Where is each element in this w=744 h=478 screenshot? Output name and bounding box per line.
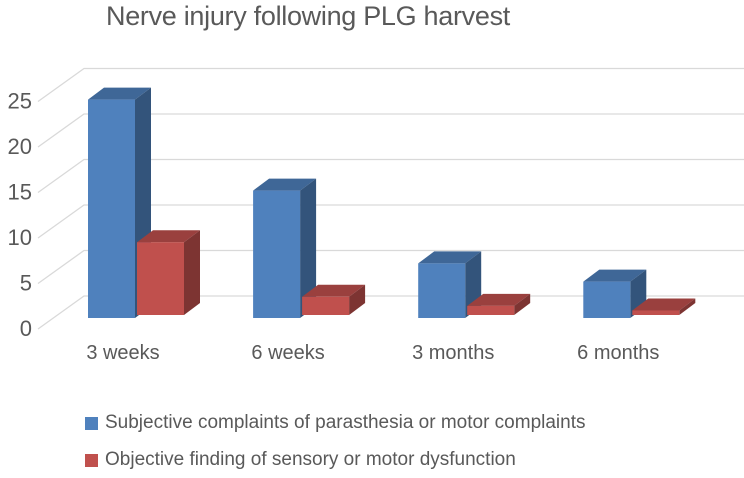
- bar-objective-3-months-side-face: [514, 293, 531, 315]
- bar-objective-3-months-front-face: [467, 305, 515, 315]
- bar-objective-3-months-top-face: [467, 293, 531, 306]
- y-tick-label-10: 10: [8, 225, 32, 250]
- y-tick-label-25: 25: [8, 89, 32, 114]
- bar-objective-6-months-side-face: [679, 298, 696, 315]
- bar-subjective-3-months-top-face: [418, 251, 482, 264]
- gridlines: [37, 67, 744, 330]
- legend-label-subjective: Subjective complaints of parasthesia or …: [105, 412, 586, 433]
- bar-group-6-weeks: [253, 178, 366, 318]
- legend-item-subjective: Subjective complaints of parasthesia or …: [85, 411, 586, 435]
- bar-subjective-6-weeks-side-face: [300, 178, 317, 318]
- y-tick-label-5: 5: [20, 271, 32, 296]
- gridline-10: [37, 204, 744, 239]
- y-axis-labels: 0 5 10 15 20 25: [8, 89, 32, 342]
- bar-subjective-6-months-front-face: [583, 281, 631, 318]
- x-category-label-3-months: 3 months: [412, 342, 494, 364]
- bar-objective-6-weeks-side-face: [349, 284, 366, 315]
- bar-objective-6-weeks-front-face: [302, 296, 350, 315]
- gridline-5: [37, 249, 744, 285]
- bar-subjective-3-months-front-face: [418, 263, 466, 318]
- x-category-label-3-weeks: 3 weeks: [86, 342, 159, 364]
- gridline-15: [37, 158, 744, 194]
- bar-subjective-6-weeks-front-face: [253, 190, 301, 318]
- bar-group-3-months: [418, 251, 531, 318]
- bar-group-6-months: [583, 269, 696, 318]
- bar-objective-6-weeks-top-face: [302, 284, 366, 297]
- y-tick-label-0: 0: [20, 316, 32, 341]
- legend-swatch-objective: [85, 453, 98, 467]
- legend-swatch-subjective: [85, 416, 98, 430]
- y-tick-label-15: 15: [8, 180, 32, 205]
- x-category-label-6-weeks: 6 weeks: [251, 342, 324, 364]
- bar-subjective-6-weeks-top-face: [253, 178, 317, 191]
- chart-title: Nerve injury following PLG harvest: [106, 1, 510, 31]
- x-category-label-6-months: 6 months: [577, 342, 659, 364]
- y-tick-label-20: 20: [8, 134, 32, 159]
- bar-subjective-3-weeks-front-face: [88, 99, 135, 318]
- bar-subjective-6-months-top-face: [583, 269, 647, 282]
- bar-group-3-weeks: [88, 87, 200, 318]
- x-axis-labels: 3 weeks 6 weeks 3 months 6 months: [86, 342, 659, 364]
- bar-objective-3-weeks-top-face: [137, 230, 200, 243]
- gridline-20: [37, 113, 744, 148]
- bar-objective-3-weeks-front-face: [137, 242, 184, 315]
- legend-label-objective: Objective finding of sensory or motor dy…: [105, 449, 516, 470]
- legend: Subjective complaints of parasthesia or …: [85, 411, 586, 478]
- gridline-25: [37, 67, 744, 103]
- bar-objective-6-months-top-face: [632, 298, 696, 311]
- bars: [88, 87, 696, 318]
- bar-objective-6-months-front-face: [632, 310, 680, 315]
- bar-objective-3-weeks-side-face: [184, 230, 200, 315]
- legend-item-objective: Objective finding of sensory or motor dy…: [85, 448, 586, 472]
- bar-subjective-3-weeks-top-face: [88, 87, 151, 100]
